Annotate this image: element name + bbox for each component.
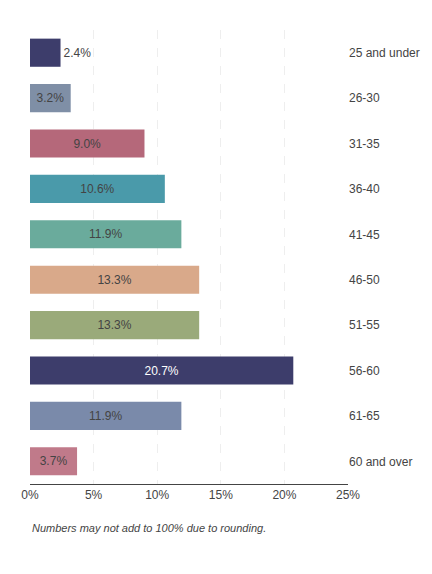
svg-text:0%: 0% [21,488,39,502]
svg-text:60 and over: 60 and over [349,455,412,469]
svg-text:31-35: 31-35 [349,137,380,151]
svg-text:Numbers may not add to 100% du: Numbers may not add to 100% due to round… [32,522,266,534]
svg-text:13.3%: 13.3% [97,273,131,287]
svg-text:26-30: 26-30 [349,91,380,105]
svg-text:41-45: 41-45 [349,228,380,242]
svg-text:36-40: 36-40 [349,182,380,196]
svg-text:15%: 15% [209,488,233,502]
svg-text:25 and under: 25 and under [349,46,420,60]
svg-text:2.4%: 2.4% [64,46,92,60]
svg-text:11.9%: 11.9% [89,227,122,241]
svg-text:5%: 5% [85,488,103,502]
svg-text:20.7%: 20.7% [144,364,178,378]
svg-text:46-50: 46-50 [349,273,380,287]
svg-text:13.3%: 13.3% [97,318,131,332]
svg-text:3.7%: 3.7% [40,454,68,468]
svg-text:3.2%: 3.2% [37,91,65,105]
svg-text:56-60: 56-60 [349,364,380,378]
svg-text:10%: 10% [145,488,169,502]
svg-text:51-55: 51-55 [349,318,380,332]
svg-text:61-65: 61-65 [349,409,380,423]
svg-text:25%: 25% [336,488,360,502]
svg-text:9.0%: 9.0% [73,137,101,151]
svg-text:20%: 20% [272,488,296,502]
svg-text:11.9%: 11.9% [89,409,122,423]
svg-text:10.6%: 10.6% [80,182,114,196]
